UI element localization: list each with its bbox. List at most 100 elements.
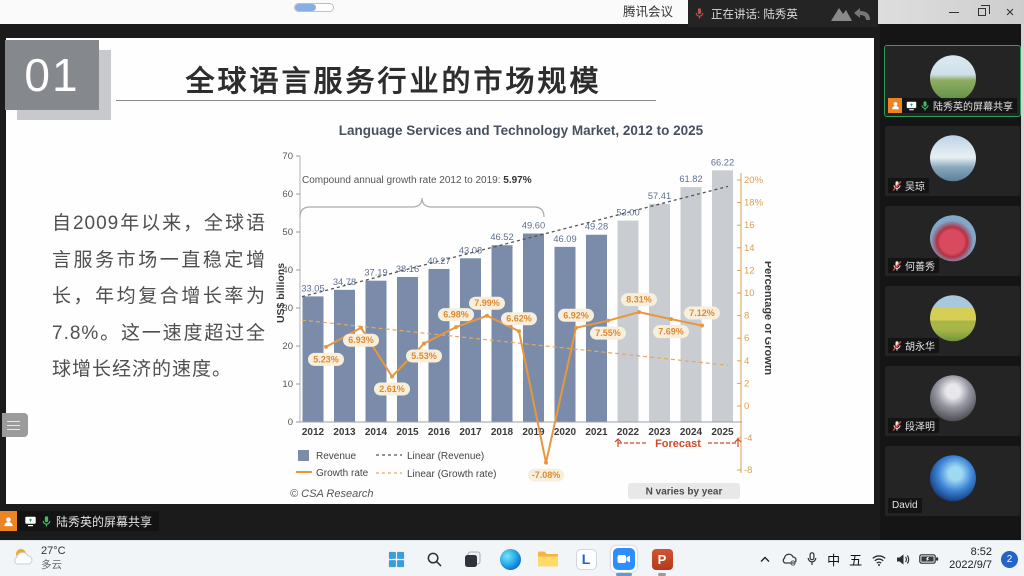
speaker-mic-icon xyxy=(695,8,704,19)
revenue-bar xyxy=(397,276,418,422)
participant-name: 胡永华 xyxy=(905,342,935,353)
speaking-indicator-toast: 正在讲话: 陆秀英 xyxy=(688,0,878,27)
growth-point xyxy=(359,325,363,330)
svg-text:30: 30 xyxy=(282,303,293,314)
growth-label: 7.55% xyxy=(595,328,621,338)
wifi-icon[interactable] xyxy=(871,553,887,566)
participant-label: 吴琼 xyxy=(888,178,929,193)
weather-icon xyxy=(14,549,33,565)
growth-point xyxy=(700,323,704,328)
participant-tile[interactable]: 胡永华 xyxy=(885,286,1020,356)
mic-muted-icon xyxy=(892,340,902,351)
legend-revenue: Revenue xyxy=(316,451,356,462)
meeting-dock-pill[interactable] xyxy=(294,3,334,12)
participant-tile[interactable]: 吴琼 xyxy=(885,126,1020,196)
svg-text:20: 20 xyxy=(282,341,293,352)
year-label: 2013 xyxy=(333,427,356,438)
year-label: 2012 xyxy=(302,427,325,438)
growth-label-pill xyxy=(438,308,474,322)
growth-label: 6.98% xyxy=(443,310,469,320)
year-label: 2020 xyxy=(554,427,577,438)
year-label: 2018 xyxy=(491,427,514,438)
volume-icon[interactable] xyxy=(896,553,910,566)
participant-label: 何善秀 xyxy=(888,258,939,273)
participant-tile[interactable]: 何善秀 xyxy=(885,206,1020,276)
legend-linear-revenue: Linear (Revenue) xyxy=(407,451,484,462)
close-icon: × xyxy=(1005,3,1015,21)
participant-name: David xyxy=(892,500,918,511)
restore-button[interactable] xyxy=(968,0,996,24)
search-button[interactable] xyxy=(415,541,453,576)
year-label: 2015 xyxy=(396,427,419,438)
market-chart: Language Services and Technology Market,… xyxy=(276,123,771,500)
growth-label-pill xyxy=(406,349,442,363)
legend-linear-growth: Linear (Growth rate) xyxy=(407,469,496,480)
year-label: 2021 xyxy=(585,427,608,438)
revenue-bar xyxy=(617,220,639,422)
lenovo-app-button[interactable]: L xyxy=(567,541,605,576)
bar-value-label: 46.52 xyxy=(490,232,513,242)
participant-label: 陆秀英的屏幕共享 xyxy=(888,98,1017,113)
taskbar-weather-widget[interactable]: 27°C 多云 xyxy=(10,544,66,572)
avatar xyxy=(929,135,976,182)
tray-mic-icon[interactable] xyxy=(806,552,818,566)
participant-name: 陆秀英的屏幕共享 xyxy=(933,102,1013,113)
file-explorer-button[interactable] xyxy=(529,541,567,576)
year-label: 2019 xyxy=(522,427,545,438)
speaking-indicator-text: 正在讲话: 陆秀英 xyxy=(711,8,798,21)
edge-browser-button[interactable] xyxy=(491,541,529,576)
tencent-meeting-icon xyxy=(613,548,635,570)
presenter-icon xyxy=(888,98,902,113)
svg-text:0: 0 xyxy=(744,401,749,412)
cagr-brace xyxy=(299,197,545,218)
growth-label-pill xyxy=(653,325,689,339)
participant-tile[interactable]: 陆秀英的屏幕共享 xyxy=(884,45,1021,117)
chart-title: Language Services and Technology Market,… xyxy=(339,123,704,138)
note-pill xyxy=(628,483,740,499)
onedrive-icon[interactable]: 0 xyxy=(780,552,797,566)
powerpoint-icon: P xyxy=(651,548,673,570)
growth-label-pill xyxy=(684,306,720,320)
tencent-meeting-button[interactable] xyxy=(605,541,643,576)
task-view-button[interactable] xyxy=(453,541,491,576)
growth-point xyxy=(324,344,328,349)
clock-date: 2022/9/7 xyxy=(949,559,992,571)
growth-point xyxy=(637,310,641,315)
screen-share-view: 01 全球语言服务行业的市场规模 自2009年以来，全球语言服务市场一直稳定增长… xyxy=(0,24,880,540)
avatar xyxy=(929,295,976,342)
mic-muted-icon xyxy=(892,260,902,271)
powerpoint-button[interactable]: P xyxy=(643,541,681,576)
start-button[interactable] xyxy=(377,541,415,576)
tray-chevron-icon[interactable] xyxy=(759,554,771,564)
participant-label: David xyxy=(888,498,922,513)
weather-temp: 27°C xyxy=(41,545,66,557)
participant-tile[interactable]: 段泽明 xyxy=(885,366,1020,436)
revenue-bar xyxy=(523,233,544,422)
taskbar-clock[interactable]: 8:52 2022/9/7 xyxy=(949,546,992,572)
growth-point xyxy=(422,341,426,346)
svg-text:14: 14 xyxy=(744,243,755,254)
mic-muted-icon xyxy=(892,420,902,431)
mic-on-icon xyxy=(42,515,51,527)
annotation-toolbar-handle[interactable] xyxy=(2,413,28,437)
growth-label: 5.23% xyxy=(313,354,339,364)
participant-tile[interactable]: David xyxy=(885,446,1020,516)
revenue-bar xyxy=(554,246,576,422)
ime-language-indicator[interactable]: 中 xyxy=(827,552,841,568)
growth-label: 2.61% xyxy=(379,384,405,394)
year-label: 2024 xyxy=(680,427,703,438)
sidebar-scrollbar[interactable] xyxy=(1021,24,1024,540)
growth-point xyxy=(574,325,578,330)
minimize-button[interactable] xyxy=(940,0,968,24)
svg-text:10: 10 xyxy=(282,379,293,390)
close-button[interactable]: × xyxy=(996,0,1024,24)
year-label: 2017 xyxy=(459,427,482,438)
bar-value-label: 33.05 xyxy=(301,283,324,293)
svg-text:6: 6 xyxy=(744,333,749,344)
battery-icon[interactable] xyxy=(919,552,940,566)
svg-text:70: 70 xyxy=(282,151,293,162)
notification-count-badge[interactable]: 2 xyxy=(1001,550,1018,568)
clock-time: 8:52 xyxy=(970,546,992,558)
growth-label-pill xyxy=(590,326,626,340)
ime-mode-indicator[interactable]: 五 xyxy=(849,552,863,568)
